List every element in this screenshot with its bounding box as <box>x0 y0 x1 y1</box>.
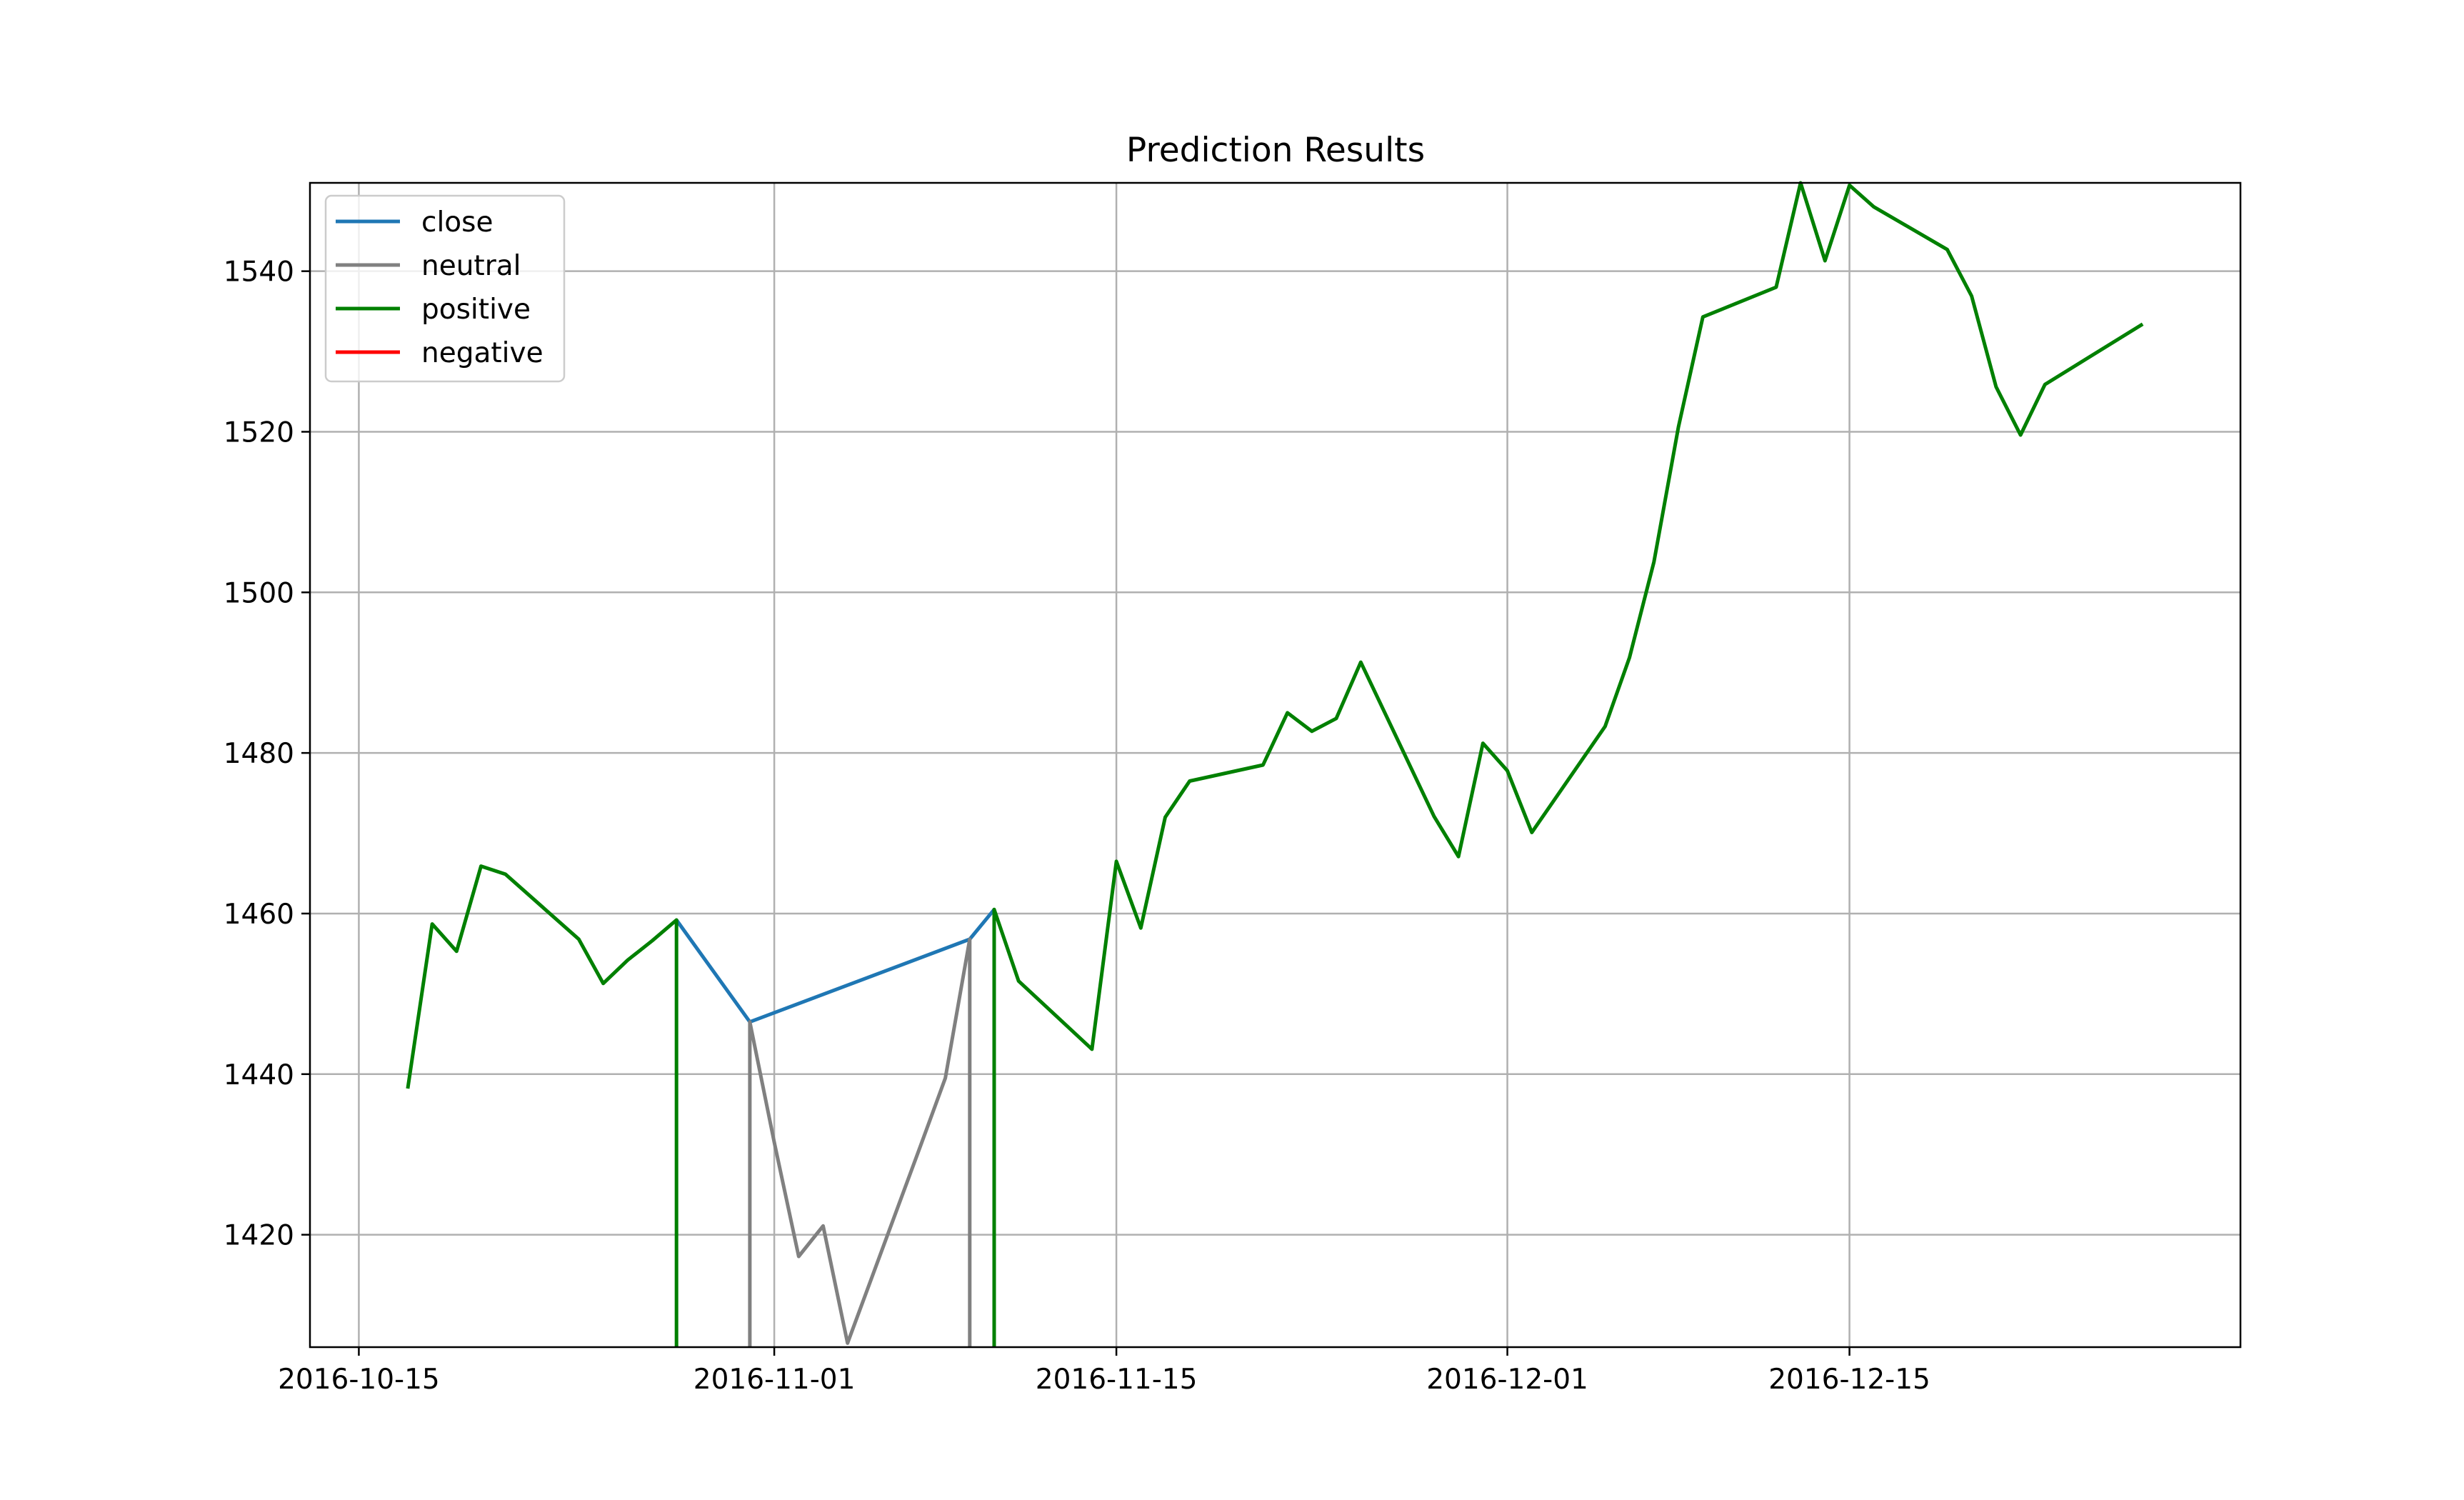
x-tick-label: 2016-12-01 <box>1426 1364 1588 1396</box>
axis-ticks: 2016-10-15 2016-11-01 2016-11-15 2016-12-01… <box>224 256 1930 1396</box>
plot-frame <box>309 181 2242 1349</box>
y-tick-label: 1500 <box>224 577 294 609</box>
series-line-neutral <box>748 937 972 1347</box>
x-tick-label: 2016-10-15 <box>278 1364 440 1396</box>
y-tick-label: 1480 <box>224 738 294 770</box>
series-line-positive <box>992 181 2144 1347</box>
y-tick-label: 1460 <box>224 899 294 931</box>
x-tick-label: 2016-11-15 <box>1036 1364 1198 1396</box>
legend-box <box>324 194 566 383</box>
legend-label-close: close <box>421 206 493 239</box>
series-line-close <box>675 908 996 1024</box>
x-tick-label: 2016-12-15 <box>1768 1364 1930 1396</box>
legend: close neutral positive negative <box>324 194 566 383</box>
series-layer <box>406 181 2144 1347</box>
x-tick-label: 2016-11-01 <box>693 1364 856 1396</box>
grid <box>310 183 2240 1347</box>
legend-label-neutral: neutral <box>421 250 521 282</box>
y-tick-label: 1440 <box>224 1059 294 1091</box>
y-tick-label: 1540 <box>224 256 294 289</box>
series-line-positive <box>406 864 678 1347</box>
chart-title: Prediction Results <box>1126 131 1425 170</box>
y-tick-label: 1420 <box>224 1220 294 1252</box>
legend-label-positive: positive <box>421 294 531 326</box>
y-tick-label: 1520 <box>224 416 294 449</box>
legend-label-negative: negative <box>421 337 544 369</box>
